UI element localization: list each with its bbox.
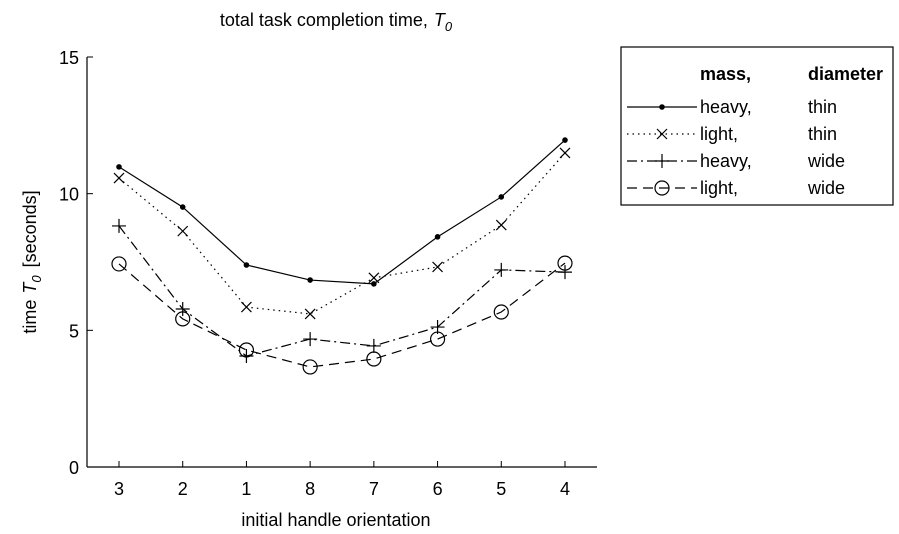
marker bbox=[495, 219, 507, 231]
legend-marker bbox=[654, 180, 670, 196]
x-axis-label: initial handle orientation bbox=[241, 510, 430, 530]
legend-label: thin bbox=[808, 97, 837, 117]
marker bbox=[558, 265, 572, 280]
marker bbox=[241, 301, 252, 313]
legend-label: light, bbox=[700, 124, 738, 144]
marker bbox=[179, 204, 186, 210]
x-tick-label: 8 bbox=[305, 479, 315, 499]
title-subscript: 0 bbox=[445, 19, 453, 34]
title-symbol: T bbox=[434, 10, 447, 30]
series-line bbox=[118, 152, 566, 315]
legend-label: heavy, bbox=[700, 97, 752, 117]
marker bbox=[366, 351, 382, 367]
marker bbox=[434, 234, 441, 240]
marker bbox=[177, 225, 189, 237]
x-tick-label: 5 bbox=[496, 479, 506, 499]
marker bbox=[113, 172, 125, 184]
marker bbox=[238, 342, 255, 358]
series-line bbox=[118, 225, 566, 357]
series-line bbox=[118, 139, 566, 285]
legend-label: heavy, bbox=[700, 151, 752, 171]
marker bbox=[302, 359, 318, 375]
marker bbox=[368, 272, 380, 284]
x-tick-label: 2 bbox=[178, 479, 188, 499]
y-tick-label: 10 bbox=[59, 185, 79, 205]
marker bbox=[116, 164, 122, 170]
marker bbox=[243, 262, 250, 268]
marker bbox=[559, 147, 571, 159]
x-tick-label: 1 bbox=[241, 479, 251, 499]
marker bbox=[557, 255, 573, 271]
legend-header: mass, bbox=[700, 64, 751, 84]
title-text: total task completion time, bbox=[220, 10, 428, 30]
marker bbox=[175, 302, 190, 317]
y-tick-label: 15 bbox=[59, 48, 79, 68]
legend-label: wide bbox=[807, 178, 845, 198]
x-tick-label: 4 bbox=[560, 479, 570, 499]
marker bbox=[304, 308, 316, 320]
y-label-text: time bbox=[20, 300, 40, 334]
x-tick-label: 6 bbox=[433, 479, 443, 499]
marker bbox=[494, 262, 509, 277]
marker bbox=[175, 311, 191, 327]
legend-label: wide bbox=[807, 151, 845, 171]
y-tick-label: 5 bbox=[69, 321, 79, 341]
marker bbox=[498, 194, 505, 200]
y-label-unit: [seconds] bbox=[20, 190, 40, 267]
y-label-subscript: 0 bbox=[29, 275, 44, 283]
marker bbox=[239, 349, 254, 364]
x-tick-label: 3 bbox=[114, 479, 124, 499]
series-line bbox=[118, 262, 566, 368]
legend-label: thin bbox=[808, 124, 837, 144]
marker bbox=[429, 331, 446, 347]
marker bbox=[112, 218, 126, 233]
marker bbox=[562, 137, 568, 143]
marker bbox=[493, 304, 509, 320]
marker bbox=[371, 281, 377, 287]
legend-marker bbox=[655, 154, 669, 168]
marker bbox=[432, 261, 443, 273]
marker bbox=[303, 332, 318, 347]
y-axis-label: time T0 [seconds] bbox=[20, 190, 44, 333]
legend-box bbox=[620, 46, 894, 206]
y-tick-label: 0 bbox=[69, 458, 79, 478]
x-tick-label: 7 bbox=[369, 479, 379, 499]
legend-marker bbox=[659, 104, 665, 110]
marker bbox=[111, 256, 127, 272]
y-label-symbol: T bbox=[20, 281, 40, 294]
marker bbox=[366, 338, 381, 353]
legend-header: diameter bbox=[808, 64, 883, 84]
marker bbox=[307, 277, 313, 283]
legend-label: light, bbox=[700, 178, 738, 198]
legend-marker bbox=[656, 128, 668, 140]
chart-title: total task completion time, T0 bbox=[220, 10, 453, 34]
